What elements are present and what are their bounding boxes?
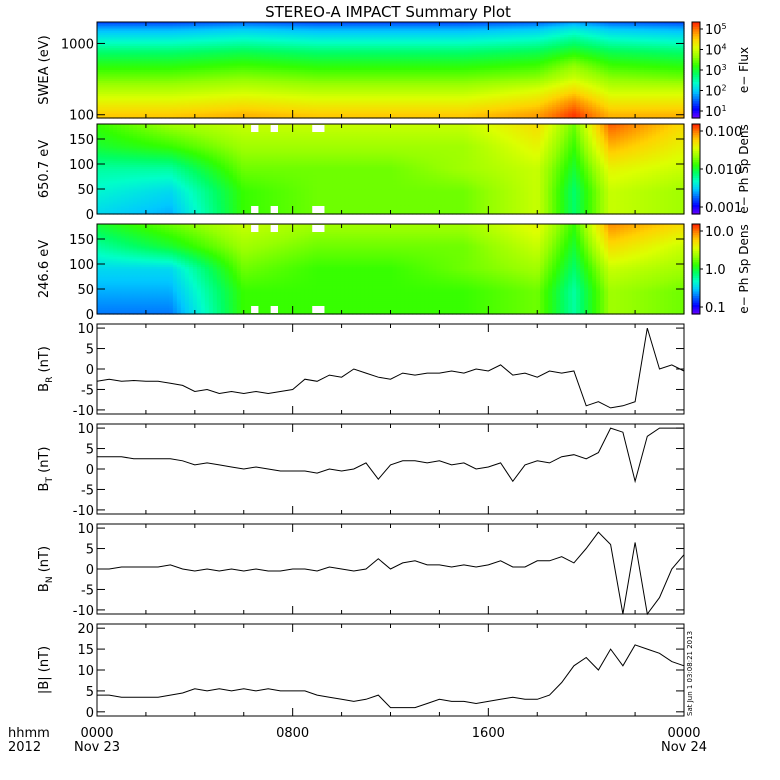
colorbar-tick-label: 102	[705, 84, 727, 100]
y-axis-label: SWEA (eV)	[37, 35, 52, 104]
x-axis-label-bottom: Nov 24	[661, 740, 707, 755]
y-tick-label: -5	[81, 483, 94, 498]
plot-title: STEREO-A IMPACT Summary Plot	[265, 3, 511, 21]
y-tick-label: 10	[77, 664, 94, 679]
summary-plot-figure: STEREO-A IMPACT Summary Plot 10510410310…	[0, 0, 780, 780]
y-tick-label: 50	[77, 283, 94, 298]
y-tick-label: 150	[69, 133, 94, 148]
colorbar-tick-label: 104	[705, 43, 727, 59]
colorbar-tick-label: 0.1	[705, 301, 726, 316]
panel-5: 10 5 0 -5 -10 BT (nT)	[37, 422, 684, 519]
colorbar-tick-label: 10.0	[705, 225, 734, 240]
x-axis-labels: hhmm 0000 0800 1600 0000 2012 Nov 23 Nov 24	[8, 726, 707, 755]
y-tick-label: 100	[69, 258, 94, 273]
y-tick-label: -10	[73, 604, 94, 619]
y-tick-label: 5	[86, 543, 94, 558]
y-tick-label: -5	[81, 583, 94, 598]
panel-3: 10.0 1.0 0.1 e− Ph Sp Dens 150 100 50 0 246.6 eV	[37, 224, 751, 323]
x-axis-label-bottom: Nov 23	[74, 740, 120, 755]
heatmap-cells	[97, 22, 685, 119]
y-tick-label: 10	[77, 322, 94, 337]
y-tick-label: 100	[69, 109, 94, 124]
y-axis: 20 15 10 5 0	[77, 622, 684, 721]
y-tick-label: 0	[86, 563, 94, 578]
y-tick-label: 5	[86, 443, 94, 458]
y-tick-label: -5	[81, 383, 94, 398]
series-line-group	[97, 645, 684, 708]
y-axis-label: 246.6 eV	[37, 240, 52, 298]
colorbar-tick-label: 1.0	[705, 263, 726, 278]
y-axis: 10 5 0 -5 -10	[73, 422, 684, 519]
timestamp-label: Sat Jun 1 03:08:21 2013	[686, 631, 694, 716]
panel-1: 105 104 103 102 101 e− Flux 1000 100 SWEA (eV)	[37, 22, 751, 124]
y-tick-label: 0	[86, 706, 94, 721]
panel-6: 10 5 0 -5 -10 BN (nT)	[37, 522, 684, 619]
x-axis-label-bottom: 2012	[8, 740, 41, 755]
colorbar: 10.0 1.0 0.1 e− Ph Sp Dens	[692, 224, 751, 316]
colorbar-label: e− Ph Sp Dens	[737, 124, 751, 213]
y-tick-label: -10	[73, 404, 94, 419]
x-axis-label-top: 0800	[276, 726, 309, 741]
colorbar-label: e− Flux	[737, 47, 751, 93]
heatmap-cells	[97, 124, 685, 215]
y-tick-label: 150	[69, 233, 94, 248]
x-axis-label-top: 1600	[472, 726, 505, 741]
y-tick-label: 15	[77, 643, 94, 658]
x-axis-label-top: 0000	[80, 726, 113, 741]
y-axis-label: BT (nT)	[37, 447, 55, 492]
series-line	[97, 328, 684, 408]
y-tick-label: 10	[77, 522, 94, 537]
y-tick-label: 0	[86, 463, 94, 478]
y-axis-label: BN (nT)	[37, 546, 55, 592]
colorbar-tick-label: 101	[705, 104, 727, 120]
panel-frame	[97, 424, 684, 514]
colorbar-tick-label: 103	[705, 63, 727, 79]
heatmap-cells	[97, 224, 685, 315]
y-axis-label: BR (nT)	[37, 346, 55, 392]
panel-4: 10 5 0 -5 -10 BR (nT)	[37, 322, 684, 419]
y-tick-label: 1000	[61, 37, 94, 52]
y-tick-label: 100	[69, 158, 94, 173]
series-line-group	[97, 328, 684, 408]
series-line	[97, 645, 684, 708]
panel-frame	[97, 624, 684, 716]
y-tick-label: 0	[86, 208, 94, 223]
series-line-group	[97, 428, 684, 481]
y-tick-label: -10	[73, 504, 94, 519]
y-axis: 10 5 0 -5 -10	[73, 522, 684, 619]
y-axis: 10 5 0 -5 -10	[73, 322, 684, 419]
y-tick-label: 5	[86, 343, 94, 358]
y-tick-label: 20	[77, 622, 94, 637]
y-tick-label: 50	[77, 183, 94, 198]
series-line-group	[97, 532, 684, 614]
panel-7: 20 15 10 5 0 |B| (nT)	[37, 622, 684, 721]
x-axis-label-top: 0000	[667, 726, 700, 741]
y-tick-label: 5	[86, 685, 94, 700]
x-axis-label-top: hhmm	[8, 726, 50, 741]
series-line	[97, 428, 684, 481]
y-tick-label: 0	[86, 308, 94, 323]
colorbar: 105 104 103 102 101 e− Flux	[692, 22, 751, 120]
y-tick-label: 0	[86, 363, 94, 378]
y-tick-label: 10	[77, 422, 94, 437]
panel-frame	[97, 324, 684, 414]
series-line	[97, 532, 684, 614]
y-axis-label: |B| (nT)	[37, 646, 52, 694]
colorbar-tick-label: 105	[705, 22, 727, 38]
y-axis-label: 650.7 eV	[37, 140, 52, 198]
colorbar-label: e− Ph Sp Dens	[737, 224, 751, 313]
